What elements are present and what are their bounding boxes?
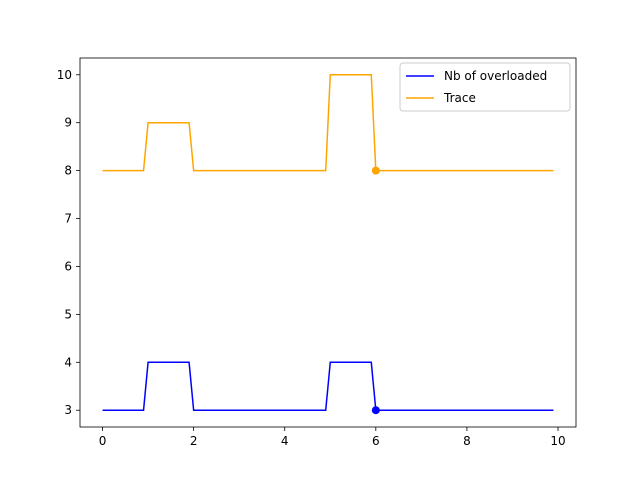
x-tick-label: 6 <box>372 434 380 448</box>
y-tick-label: 8 <box>64 164 72 178</box>
x-tick-label: 0 <box>99 434 107 448</box>
plot-frame <box>79 57 577 428</box>
y-tick-label: 10 <box>57 68 72 82</box>
y-tick-label: 5 <box>64 307 72 321</box>
legend-box <box>399 62 571 112</box>
x-tick-label: 4 <box>281 434 289 448</box>
series-line-0 <box>102 361 554 411</box>
legend: Nb of overloaded Trace <box>399 62 571 112</box>
series-layer <box>102 74 554 415</box>
legend-label-0: Nb of overloaded <box>444 69 547 83</box>
series-marker-1 <box>371 166 380 175</box>
ticks-layer: 0 2 4 6 8 10 3 4 5 6 7 8 9 10 <box>57 68 566 448</box>
series-marker-0 <box>371 406 380 415</box>
x-tick-label: 10 <box>550 434 565 448</box>
y-tick-label: 9 <box>64 116 72 130</box>
x-tick-label: 8 <box>463 434 471 448</box>
x-tick-label: 2 <box>190 434 198 448</box>
y-tick-label: 6 <box>64 259 72 273</box>
y-tick-label: 4 <box>64 355 72 369</box>
y-tick-label: 3 <box>64 403 72 417</box>
series-line-1 <box>102 74 554 172</box>
legend-label-1: Trace <box>443 91 476 105</box>
y-tick-label: 7 <box>64 212 72 226</box>
